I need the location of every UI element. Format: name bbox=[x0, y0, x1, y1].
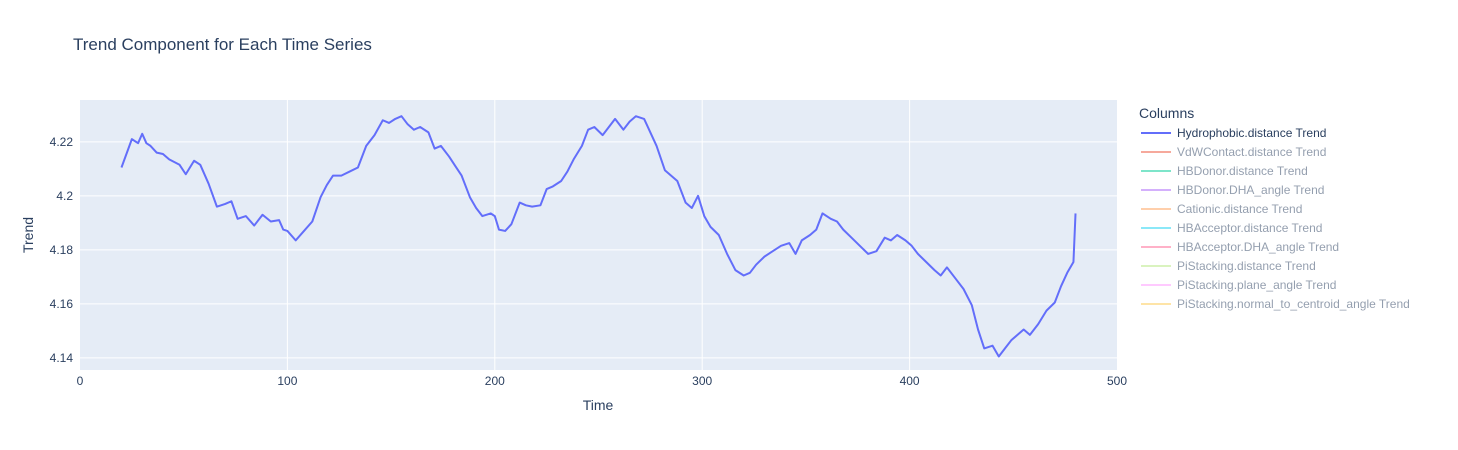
y-tick-label: 4.14 bbox=[50, 351, 74, 365]
legend-label: HBDonor.DHA_angle Trend bbox=[1177, 183, 1324, 197]
legend-label: PiStacking.distance Trend bbox=[1177, 259, 1316, 273]
legend-label: Cationic.distance Trend bbox=[1177, 202, 1302, 216]
legend-label: PiStacking.plane_angle Trend bbox=[1177, 278, 1336, 292]
x-tick-label: 0 bbox=[77, 374, 84, 388]
legend-label: HBAcceptor.distance Trend bbox=[1177, 221, 1322, 235]
legend-item[interactable]: Cationic.distance Trend bbox=[1141, 202, 1302, 216]
x-axis-ticks: 0 100 200 300 400 500 bbox=[77, 374, 1128, 388]
legend-label: HBDonor.distance Trend bbox=[1177, 164, 1308, 178]
y-axis-ticks: 4.14 4.16 4.18 4.2 4.22 bbox=[50, 135, 74, 365]
series-line-0[interactable] bbox=[120, 115, 1077, 358]
x-tick-label: 400 bbox=[900, 374, 920, 388]
legend-item[interactable]: PiStacking.distance Trend bbox=[1141, 259, 1316, 273]
legend-item[interactable]: VdWContact.distance Trend bbox=[1141, 145, 1326, 159]
y-tick-label: 4.2 bbox=[56, 189, 73, 203]
x-tick-label: 300 bbox=[692, 374, 712, 388]
legend-item[interactable]: HBAcceptor.distance Trend bbox=[1141, 221, 1322, 235]
x-axis-title: Time bbox=[583, 397, 614, 413]
legend-label: PiStacking.normal_to_centroid_angle Tren… bbox=[1177, 297, 1410, 311]
legend-item[interactable]: HBDonor.distance Trend bbox=[1141, 164, 1308, 178]
legend-item[interactable]: PiStacking.plane_angle Trend bbox=[1141, 278, 1336, 292]
legend-label: HBAcceptor.DHA_angle Trend bbox=[1177, 240, 1339, 254]
y-tick-label: 4.16 bbox=[50, 297, 74, 311]
series-lines bbox=[120, 115, 1077, 358]
x-tick-label: 100 bbox=[277, 374, 297, 388]
legend-label: VdWContact.distance Trend bbox=[1177, 145, 1326, 159]
y-tick-label: 4.22 bbox=[50, 135, 74, 149]
chart-title: Trend Component for Each Time Series bbox=[73, 35, 372, 54]
x-tick-label: 200 bbox=[485, 374, 505, 388]
gridlines bbox=[80, 100, 1117, 370]
legend-item[interactable]: Hydrophobic.distance Trend bbox=[1141, 126, 1326, 140]
x-tick-label: 500 bbox=[1107, 374, 1127, 388]
y-axis-title: Trend bbox=[20, 217, 36, 253]
plot-area[interactable] bbox=[80, 100, 1117, 370]
legend-title: Columns bbox=[1139, 105, 1194, 121]
legend-item[interactable]: PiStacking.normal_to_centroid_angle Tren… bbox=[1141, 297, 1410, 311]
legend-label: Hydrophobic.distance Trend bbox=[1177, 126, 1326, 140]
legend-item[interactable]: HBAcceptor.DHA_angle Trend bbox=[1141, 240, 1339, 254]
y-tick-label: 4.18 bbox=[50, 243, 74, 257]
legend-item[interactable]: HBDonor.DHA_angle Trend bbox=[1141, 183, 1324, 197]
legend: Columns Hydrophobic.distance Trend VdWCon… bbox=[1139, 105, 1410, 311]
